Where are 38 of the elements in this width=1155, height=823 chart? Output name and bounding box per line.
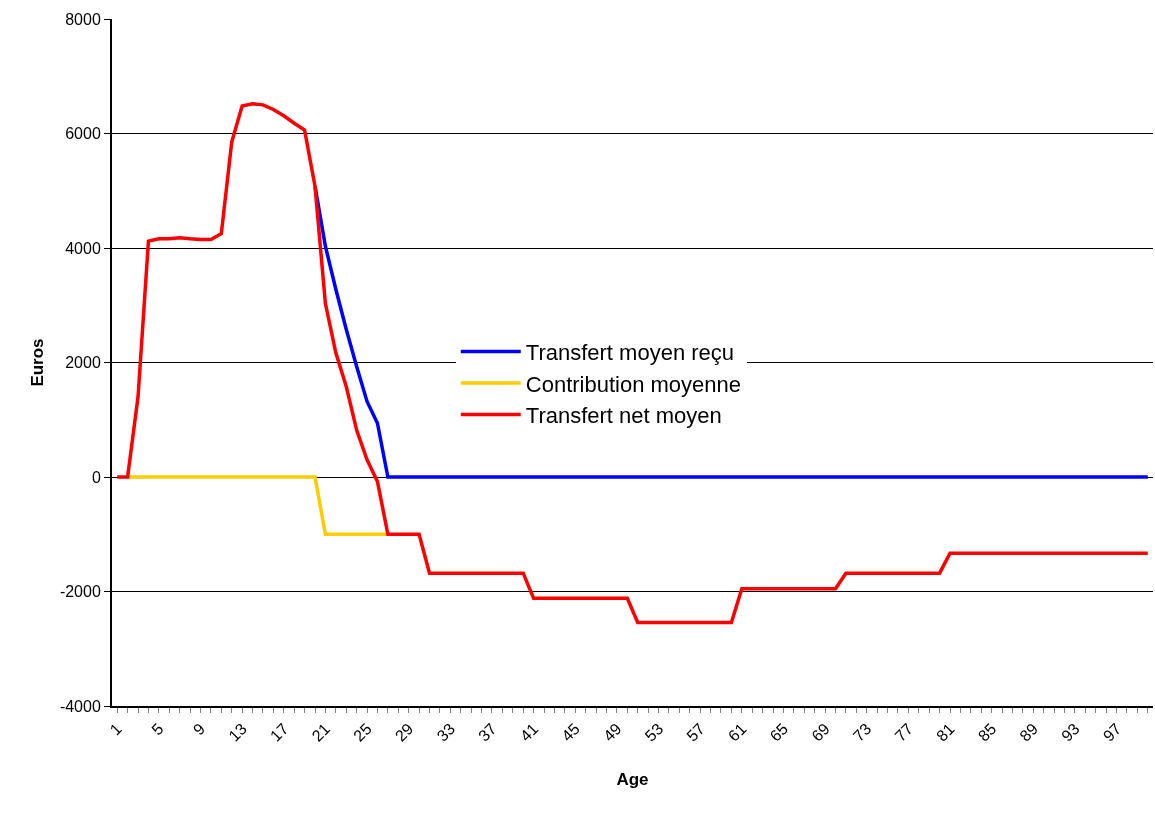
- x-tick-label: 89: [1016, 719, 1042, 745]
- x-tick-label: 45: [558, 719, 584, 745]
- y-tick-label: 2000: [65, 354, 101, 372]
- x-tick-label: 53: [641, 719, 667, 745]
- x-tick-label: 73: [849, 719, 875, 745]
- x-tick-label: 37: [475, 719, 500, 745]
- x-tick-label: 81: [933, 719, 958, 745]
- x-tick-label: 77: [891, 719, 917, 745]
- y-tick-label: -2000: [59, 583, 101, 601]
- y-tick-label: -4000: [59, 697, 101, 715]
- x-tick-label: 85: [974, 719, 1000, 745]
- x-tick-label: 5: [148, 719, 167, 739]
- x-tick-label: 21: [308, 719, 334, 745]
- x-tick-label: 93: [1058, 719, 1083, 745]
- y-tick-label: 4000: [65, 239, 101, 257]
- x-tick-label: 33: [433, 719, 459, 745]
- x-tick-label: 17: [266, 719, 292, 745]
- legend-label: Transfert net moyen: [525, 403, 722, 429]
- x-tick-label: 1: [106, 719, 126, 739]
- y-axis-title: Euros: [27, 338, 47, 387]
- x-tick-label: 69: [808, 719, 833, 745]
- x-tick-label: 57: [683, 719, 709, 745]
- y-tick-label: 6000: [65, 125, 101, 143]
- x-tick-label: 25: [350, 719, 375, 745]
- x-axis-title: Age: [616, 770, 649, 790]
- x-tick-label: 9: [189, 719, 209, 739]
- legend-label: Transfert moyen reçu: [525, 339, 735, 365]
- x-tick-label: 65: [766, 719, 792, 745]
- x-tick-label: 13: [225, 719, 250, 745]
- x-tick-label: 29: [391, 719, 417, 745]
- x-tick-label: 49: [600, 719, 625, 745]
- y-tick-label: 8000: [65, 10, 101, 28]
- line-series: [115, 101, 1150, 625]
- x-tick-label: 97: [1099, 719, 1125, 745]
- x-tick-label: 61: [724, 719, 750, 745]
- y-tick-label: 0: [91, 468, 101, 486]
- legend-label: Contribution moyenne: [525, 371, 742, 397]
- x-tick-label: 41: [516, 719, 542, 745]
